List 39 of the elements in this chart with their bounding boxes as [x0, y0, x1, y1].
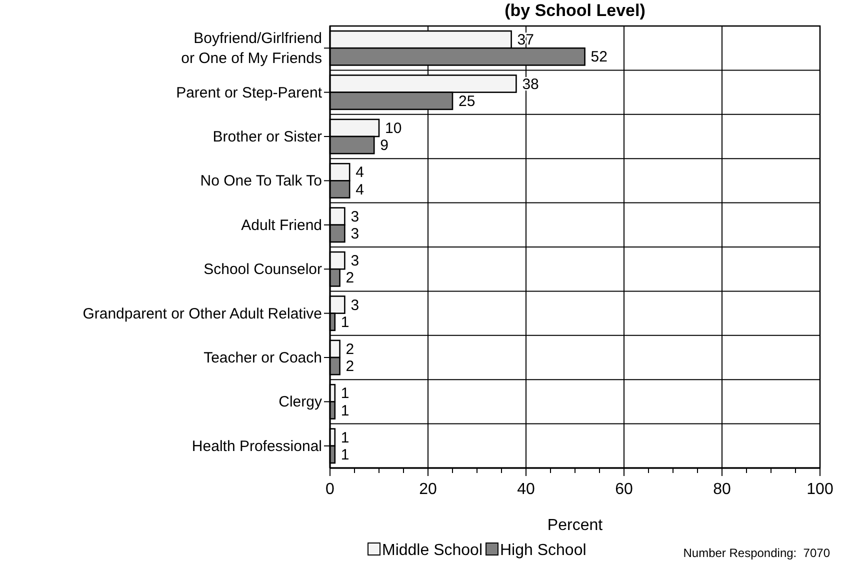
y-tick-label: Teacher or Coach — [204, 350, 322, 366]
y-tick-label: Adult Friend — [241, 216, 322, 234]
y-tick-label: Clergy — [278, 394, 322, 411]
chart-title: (by School Level) — [504, 1, 646, 20]
legend-label: High School — [500, 542, 586, 559]
legend-label: Middle School — [382, 542, 482, 559]
data-label: 3 — [350, 252, 360, 270]
y-tick-label: Health Professional — [192, 438, 322, 455]
data-label: 4 — [356, 181, 364, 198]
x-tick-label: 20 — [419, 481, 437, 498]
data-label: 1 — [340, 314, 350, 331]
y-tick-label: Brother or Sister — [212, 128, 322, 146]
y-tick-label: Boyfriend/Girlfriend or One of My Friends — [181, 30, 322, 68]
data-label: 25 — [458, 92, 476, 110]
x-tick-label: 60 — [615, 481, 633, 498]
data-label: 3 — [350, 296, 360, 314]
data-label: 1 — [340, 385, 350, 402]
y-tick-label: School Counselor — [204, 261, 322, 278]
y-tick-label: Parent or Step-Parent — [176, 84, 323, 102]
data-label: 10 — [385, 120, 402, 137]
y-tick-label: No One To Talk To — [200, 172, 322, 190]
text: Number Responding: 7070 — [683, 546, 830, 560]
x-tick-label: 40 — [517, 481, 535, 498]
x-axis-title: Percent — [547, 517, 604, 534]
data-label: 1 — [340, 402, 350, 420]
data-label: 9 — [380, 137, 388, 154]
y-tick-label: Grandparent or Other Adult Relative — [82, 305, 322, 322]
data-label: 1 — [340, 429, 350, 446]
x-tick-label: 80 — [713, 481, 731, 498]
data-label: 2 — [346, 358, 354, 376]
data-label: 4 — [356, 164, 364, 182]
x-tick-label: 0 — [326, 481, 335, 498]
data-label: 2 — [346, 340, 354, 358]
data-label: 1 — [340, 446, 350, 464]
x-tick-label: 100 — [806, 481, 834, 498]
data-label: 2 — [346, 270, 354, 287]
data-label: 3 — [350, 225, 360, 242]
data-label: 52 — [590, 48, 608, 66]
data-label: 3 — [350, 208, 360, 226]
